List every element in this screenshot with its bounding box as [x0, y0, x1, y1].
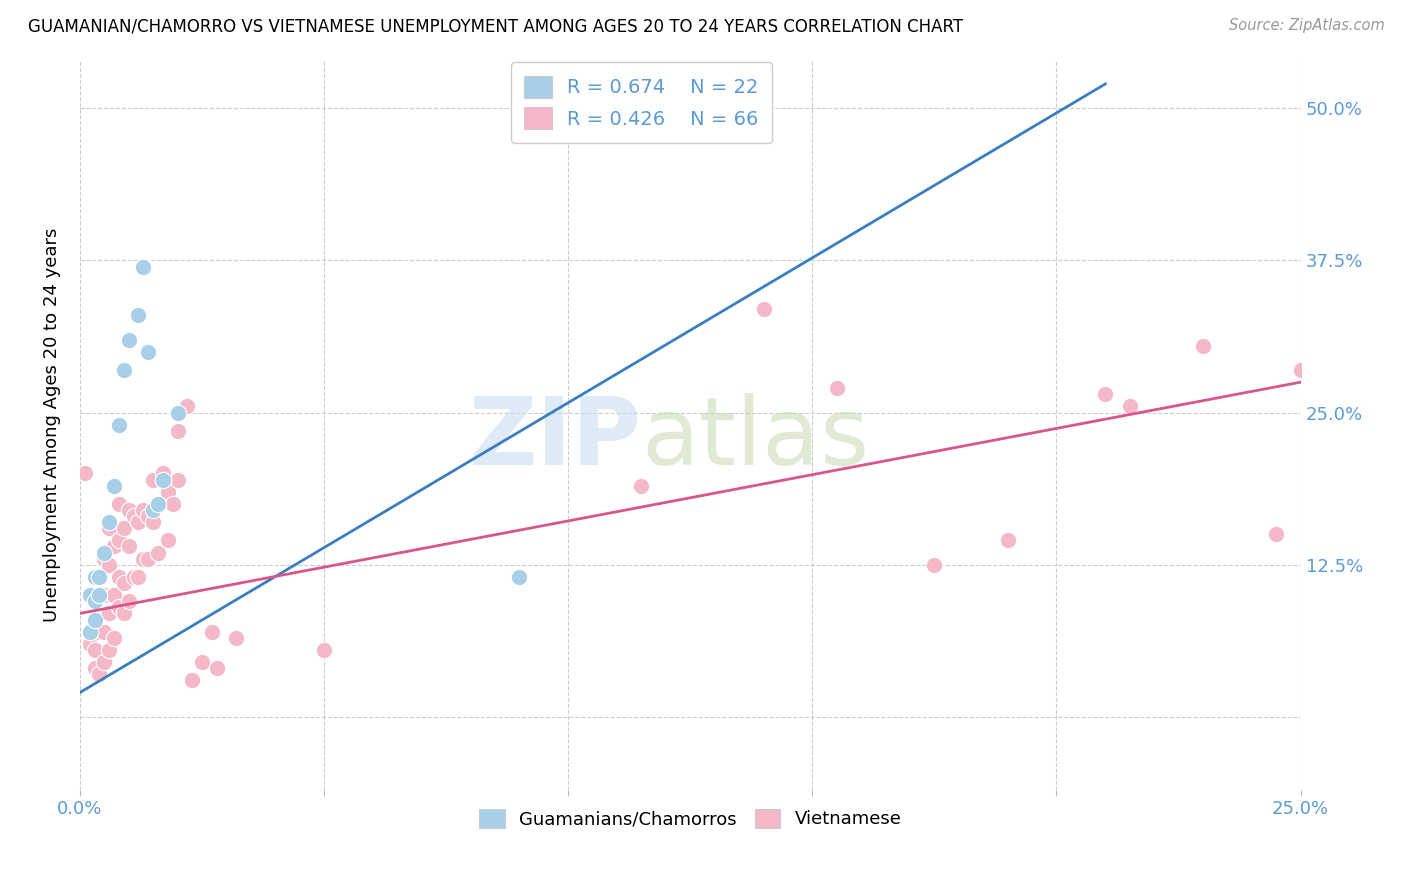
Point: [166, 406, 188, 420]
Point: [83, 613, 105, 627]
Point: [1265, 527, 1288, 541]
Point: [1192, 338, 1215, 352]
Point: [176, 400, 198, 414]
Text: atlas: atlas: [641, 393, 870, 485]
Point: [142, 473, 165, 487]
Point: [127, 570, 149, 584]
Point: [83, 661, 105, 675]
Point: [606, 126, 628, 140]
Point: [136, 509, 159, 524]
Point: [93, 624, 115, 639]
Point: [118, 333, 141, 347]
Point: [79, 624, 101, 639]
Point: [108, 497, 131, 511]
Point: [924, 558, 946, 572]
Point: [132, 551, 155, 566]
Point: [122, 509, 145, 524]
Point: [98, 515, 121, 529]
Point: [152, 467, 174, 481]
Point: [312, 643, 335, 657]
Point: [146, 497, 169, 511]
Point: [162, 497, 184, 511]
Point: [89, 667, 111, 681]
Point: [146, 545, 169, 559]
Point: [108, 417, 131, 432]
Point: [93, 655, 115, 669]
Point: [181, 673, 204, 688]
Point: [98, 558, 121, 572]
Point: [98, 521, 121, 535]
Point: [89, 588, 111, 602]
Point: [225, 631, 247, 645]
Point: [108, 533, 131, 548]
Point: [112, 576, 135, 591]
Point: [89, 624, 111, 639]
Point: [825, 381, 848, 395]
Point: [142, 503, 165, 517]
Point: [1119, 400, 1142, 414]
Point: [997, 533, 1019, 548]
Point: [127, 308, 149, 322]
Point: [93, 551, 115, 566]
Point: [89, 588, 111, 602]
Point: [630, 478, 652, 492]
Point: [152, 473, 174, 487]
Point: [73, 467, 96, 481]
Point: [118, 503, 141, 517]
Point: [98, 643, 121, 657]
Point: [156, 533, 179, 548]
Point: [79, 637, 101, 651]
Point: [508, 570, 530, 584]
Text: Source: ZipAtlas.com: Source: ZipAtlas.com: [1229, 18, 1385, 33]
Legend: Guamanians/Chamorros, Vietnamese: Guamanians/Chamorros, Vietnamese: [472, 801, 908, 836]
Point: [112, 607, 135, 621]
Point: [127, 515, 149, 529]
Text: GUAMANIAN/CHAMORRO VS VIETNAMESE UNEMPLOYMENT AMONG AGES 20 TO 24 YEARS CORRELAT: GUAMANIAN/CHAMORRO VS VIETNAMESE UNEMPLO…: [28, 18, 963, 36]
Point: [98, 607, 121, 621]
Point: [118, 540, 141, 554]
Point: [79, 624, 101, 639]
Point: [201, 624, 224, 639]
Point: [122, 570, 145, 584]
Point: [752, 302, 775, 317]
Point: [83, 570, 105, 584]
Point: [136, 551, 159, 566]
Point: [83, 594, 105, 608]
Point: [103, 540, 125, 554]
Point: [83, 594, 105, 608]
Point: [83, 618, 105, 632]
Point: [166, 473, 188, 487]
Point: [132, 260, 155, 274]
Point: [79, 588, 101, 602]
Point: [83, 643, 105, 657]
Point: [136, 344, 159, 359]
Point: [166, 424, 188, 438]
Text: ZIP: ZIP: [468, 393, 641, 485]
Point: [205, 661, 228, 675]
Point: [156, 484, 179, 499]
Point: [93, 545, 115, 559]
Point: [118, 594, 141, 608]
Point: [142, 515, 165, 529]
Point: [103, 588, 125, 602]
Point: [108, 570, 131, 584]
Point: [93, 588, 115, 602]
Point: [103, 631, 125, 645]
Point: [132, 503, 155, 517]
Point: [146, 497, 169, 511]
Point: [1094, 387, 1116, 401]
Point: [108, 600, 131, 615]
Point: [112, 363, 135, 377]
Point: [103, 478, 125, 492]
Point: [89, 570, 111, 584]
Y-axis label: Unemployment Among Ages 20 to 24 years: Unemployment Among Ages 20 to 24 years: [44, 227, 60, 622]
Point: [1289, 363, 1312, 377]
Point: [191, 655, 214, 669]
Point: [112, 521, 135, 535]
